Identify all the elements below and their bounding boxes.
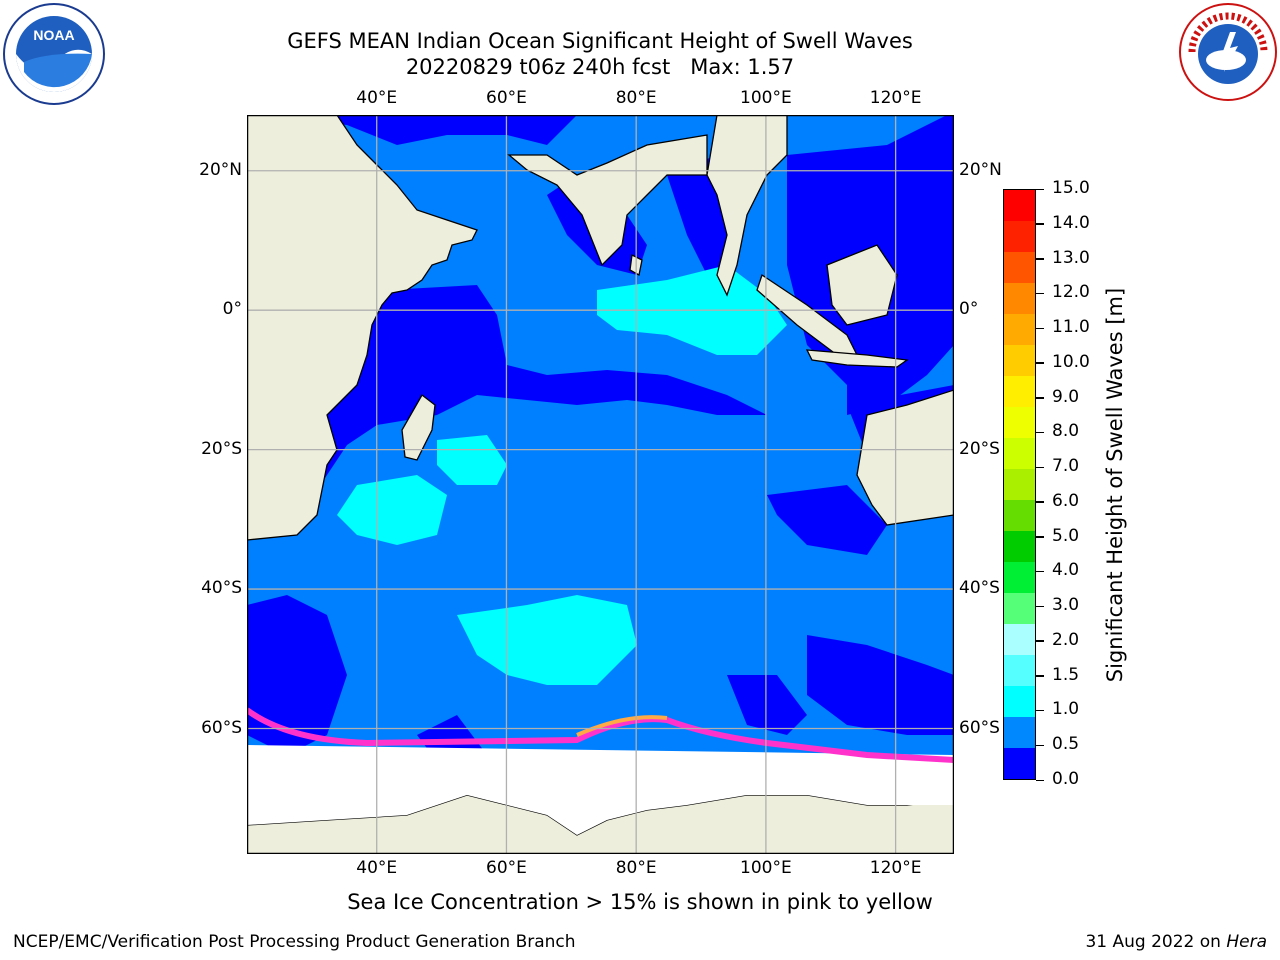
colorbar-tick-mark bbox=[1036, 327, 1044, 330]
map-subtitle: 20220829 t06z 240h fcst Max: 1.57 bbox=[405, 55, 795, 79]
colorbar-tick-mark bbox=[1036, 466, 1044, 469]
colorbar-segment bbox=[1004, 531, 1035, 562]
colorbar-segment bbox=[1004, 376, 1035, 407]
sea-ice-note: Sea Ice Concentration > 15% is shown in … bbox=[347, 890, 933, 914]
map-frame bbox=[246, 114, 955, 855]
colorbar-segment bbox=[1004, 624, 1035, 655]
colorbar-tick-label: 1.5 bbox=[1052, 664, 1080, 685]
colorbar-tick-label: 3.0 bbox=[1052, 595, 1080, 616]
footer-machine: Hera bbox=[1226, 932, 1267, 952]
colorbar-tick-mark bbox=[1036, 536, 1044, 538]
colorbar bbox=[1003, 189, 1036, 780]
colorbar-tick-mark bbox=[1036, 501, 1044, 503]
sea-ice-edge-high bbox=[576, 715, 668, 737]
colorbar-tick-label: 0.0 bbox=[1052, 769, 1080, 789]
colorbar-tick-mark bbox=[1036, 605, 1044, 608]
colorbar-segment bbox=[1004, 407, 1035, 438]
lon-label: 80°E bbox=[615, 88, 657, 108]
lon-label: 80°E bbox=[615, 858, 657, 878]
colorbar-segment bbox=[1004, 345, 1035, 376]
colorbar-segment bbox=[1004, 469, 1035, 500]
colorbar-segment bbox=[1004, 438, 1035, 469]
lon-label: 60°E bbox=[486, 858, 527, 878]
colorbar-tick-label: 11.0 bbox=[1052, 317, 1090, 338]
colorbar-segment bbox=[1004, 314, 1035, 345]
colorbar-segment bbox=[1004, 748, 1035, 779]
colorbar-tick-label: 14.0 bbox=[1052, 212, 1090, 233]
footer-date: 31 Aug 2022 on bbox=[1085, 932, 1227, 952]
colorbar-tick-mark bbox=[1036, 223, 1044, 225]
colorbar-tick-label: 15.0 bbox=[1052, 178, 1090, 198]
colorbar-label: Significant Height of Swell Waves [m] bbox=[1103, 287, 1127, 683]
lat-label: 20°S bbox=[201, 438, 242, 459]
colorbar-segment bbox=[1004, 221, 1035, 252]
colorbar-tick-mark bbox=[1036, 744, 1044, 747]
colorbar-tick-label: 7.0 bbox=[1052, 456, 1080, 477]
colorbar-tick-mark bbox=[1036, 709, 1044, 712]
colorbar-tick-mark bbox=[1036, 570, 1044, 573]
lon-label: 40°E bbox=[356, 858, 398, 878]
colorbar-tick-mark bbox=[1036, 431, 1044, 434]
colorbar-tick-mark bbox=[1036, 779, 1044, 781]
colorbar-segment bbox=[1004, 717, 1035, 748]
landmasses bbox=[247, 115, 954, 854]
lon-label: 120°E bbox=[869, 858, 922, 878]
colorbar-tick-mark bbox=[1036, 362, 1044, 364]
lat-label: 0° bbox=[222, 299, 242, 320]
colorbar-tick-label: 9.0 bbox=[1052, 386, 1080, 407]
colorbar-tick-label: 12.0 bbox=[1052, 282, 1090, 303]
colorbar-tick-label: 1.0 bbox=[1052, 699, 1080, 720]
lon-label: 40°E bbox=[356, 88, 398, 108]
map-panel bbox=[246, 114, 955, 855]
colorbar-segment bbox=[1004, 655, 1035, 686]
lon-label: 120°E bbox=[869, 88, 922, 108]
lon-label: 100°E bbox=[740, 88, 792, 108]
lat-label: 20°N bbox=[959, 159, 1002, 180]
colorbar-tick-mark bbox=[1036, 258, 1044, 260]
colorbar-tick-label: 6.0 bbox=[1052, 490, 1080, 511]
nws-logo bbox=[1178, 2, 1278, 102]
footer-left: NCEP/EMC/Verification Post Processing Pr… bbox=[13, 932, 576, 952]
lat-label: 60°S bbox=[959, 717, 1000, 738]
lat-label: 40°S bbox=[201, 578, 242, 599]
colorbar-tick-mark bbox=[1036, 188, 1044, 190]
colorbar-segment bbox=[1004, 686, 1035, 717]
colorbar-segment bbox=[1004, 593, 1035, 624]
lon-label: 100°E bbox=[740, 858, 792, 878]
colorbar-segment bbox=[1004, 562, 1035, 593]
map-title: GEFS MEAN Indian Ocean Significant Heigh… bbox=[287, 29, 913, 53]
lat-label: 0° bbox=[959, 299, 979, 320]
colorbar-tick-mark bbox=[1036, 292, 1044, 295]
lat-label: 20°S bbox=[959, 438, 1000, 459]
lat-label: 40°S bbox=[959, 578, 1000, 599]
noaa-logo-text: NOAA bbox=[33, 27, 74, 43]
graticule bbox=[247, 115, 954, 854]
footer-right: 31 Aug 2022 on Hera bbox=[1085, 932, 1267, 952]
colorbar-segment bbox=[1004, 283, 1035, 314]
map-svg bbox=[246, 114, 955, 855]
colorbar-segment bbox=[1004, 190, 1035, 221]
colorbar-tick-label: 10.0 bbox=[1052, 351, 1090, 372]
lon-label: 60°E bbox=[486, 88, 527, 108]
colorbar-tick-mark bbox=[1036, 640, 1044, 642]
colorbar-segment bbox=[1004, 500, 1035, 531]
colorbar-tick-label: 4.0 bbox=[1052, 560, 1080, 581]
lat-label: 20°N bbox=[199, 159, 242, 180]
colorbar-tick-label: 13.0 bbox=[1052, 247, 1090, 268]
colorbar-segments bbox=[1004, 190, 1035, 779]
colorbar-tick-mark bbox=[1036, 397, 1044, 399]
noaa-logo: NOAA bbox=[2, 2, 106, 106]
high-swell-regions bbox=[337, 265, 787, 685]
colorbar-tick-label: 2.0 bbox=[1052, 629, 1080, 650]
lat-label: 60°S bbox=[201, 717, 242, 738]
colorbar-tick-label: 5.0 bbox=[1052, 525, 1080, 546]
sea-ice-edge bbox=[247, 707, 954, 763]
colorbar-tick-label: 8.0 bbox=[1052, 421, 1080, 442]
ice-covered-area bbox=[247, 745, 954, 835]
colorbar-tick-mark bbox=[1036, 675, 1044, 677]
colorbar-tick-label: 0.5 bbox=[1052, 734, 1080, 755]
colorbar-segment bbox=[1004, 252, 1035, 283]
